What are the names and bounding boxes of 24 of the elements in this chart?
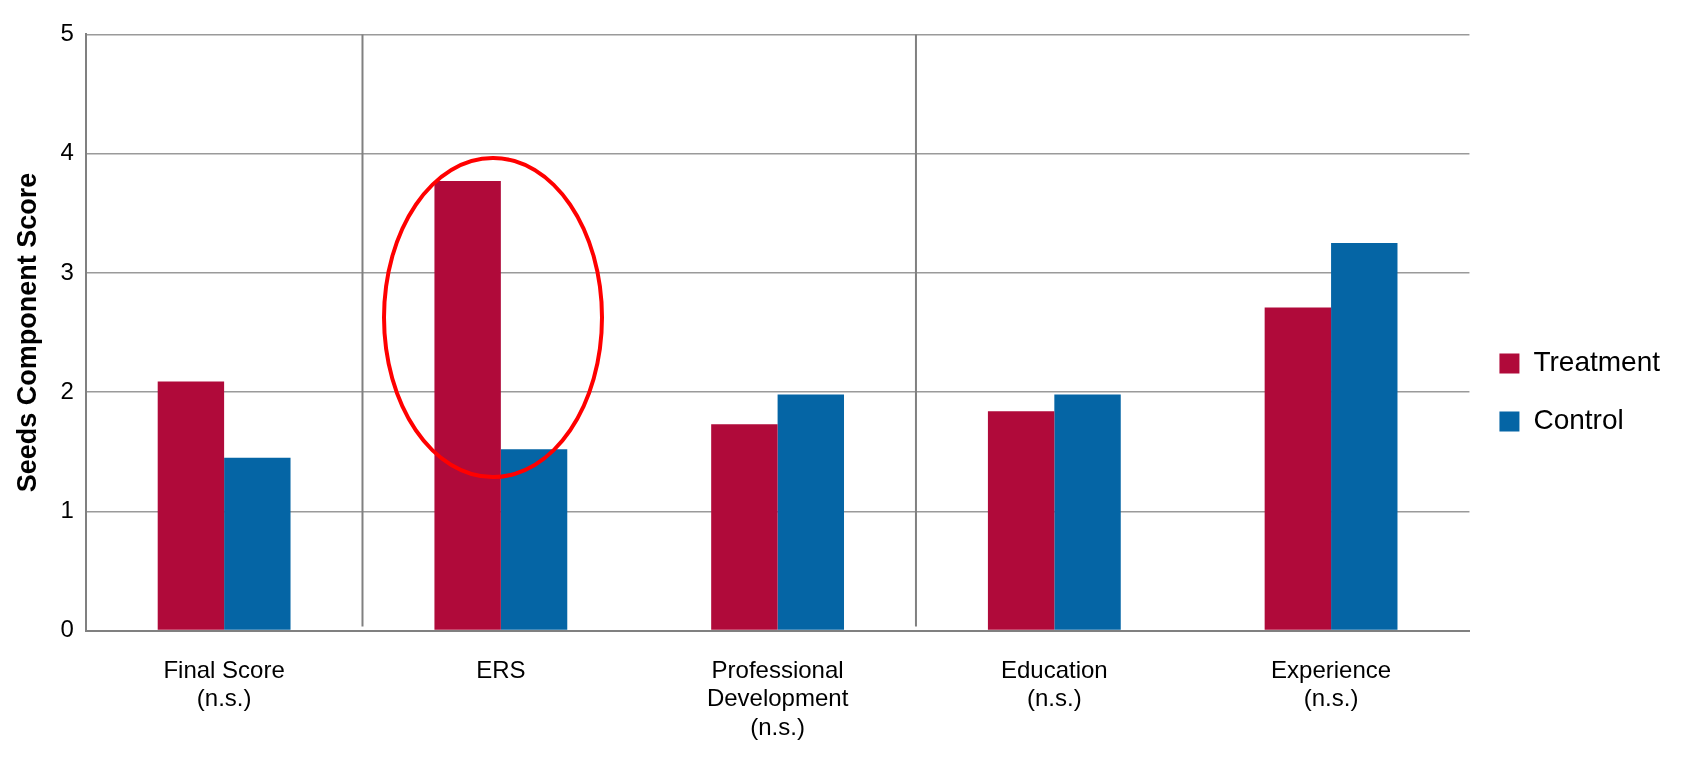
y-tick-label: 4 [60, 138, 74, 166]
x-tick-label: Professional Development (n.s.) [706, 655, 849, 741]
y-tick-label: 0 [60, 615, 74, 643]
bar [1331, 243, 1398, 630]
bar [434, 181, 501, 630]
legend-label: Treatment [1533, 346, 1661, 378]
legend-label: Control [1533, 404, 1624, 436]
x-tick-label: Final Score (n.s.) [163, 655, 285, 712]
bar [711, 424, 778, 630]
x-tick-label: ERS [476, 655, 526, 683]
bar [500, 449, 568, 630]
y-axis-title: Seeds Component Score [11, 172, 42, 493]
bar [1054, 394, 1121, 630]
x-tick-label: Experience (n.s.) [1271, 655, 1392, 712]
y-tick-label: 3 [60, 257, 74, 285]
y-tick-label: 2 [60, 376, 74, 404]
bar [777, 394, 845, 630]
bar [157, 381, 225, 630]
bar [987, 411, 1055, 630]
x-tick-label: Education (n.s.) [1000, 655, 1108, 712]
bar [224, 457, 291, 630]
y-tick-label: 5 [60, 19, 74, 47]
bar [1264, 307, 1332, 630]
y-tick-label: 1 [60, 495, 74, 523]
